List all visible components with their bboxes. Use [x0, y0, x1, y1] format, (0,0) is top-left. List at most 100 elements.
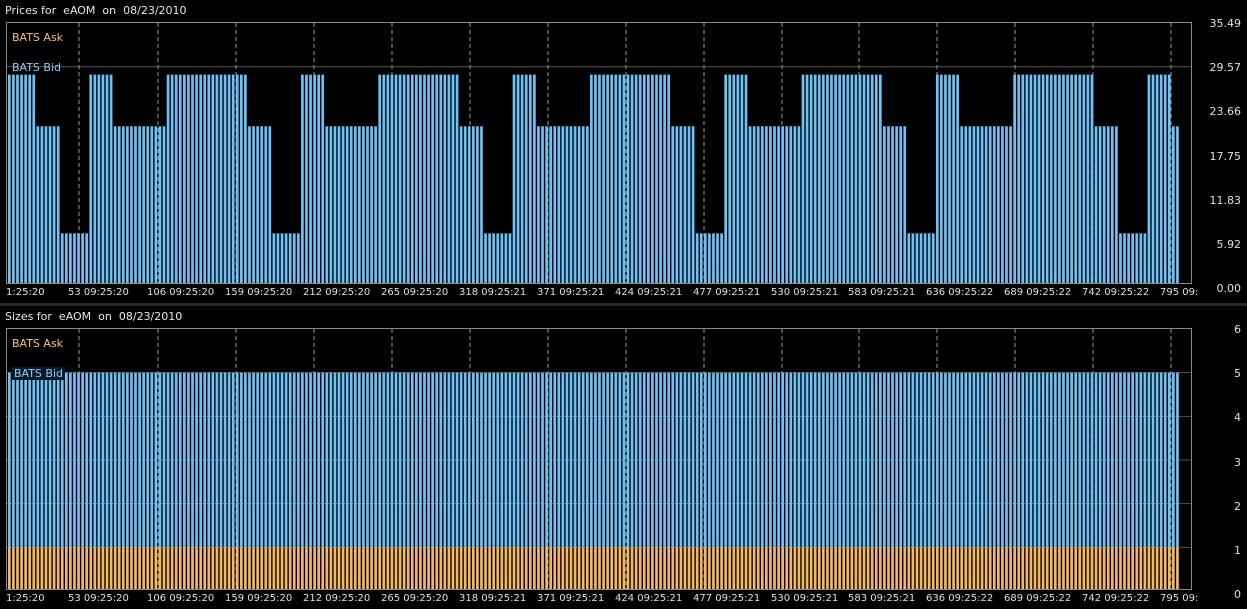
bid-price-bar [760, 126, 764, 283]
bid-price-bar [817, 74, 821, 283]
ask-size-bar [781, 547, 784, 589]
bid-size-bar [838, 372, 841, 548]
bid-size-bar [56, 372, 60, 548]
bid-size-bar [256, 372, 259, 548]
ask-size-bar [634, 547, 638, 589]
prices-plot-area[interactable] [6, 22, 1192, 284]
bid-size-bar [378, 372, 382, 548]
bid-size-bar [675, 372, 679, 548]
bid-size-bar [960, 372, 964, 548]
ask-size-bar [174, 547, 178, 589]
bid-price-bar [60, 233, 64, 283]
ask-size-bar [166, 547, 170, 589]
ask-size-bar [20, 547, 23, 589]
prices-x-tick: 265 09:25:20 [381, 287, 449, 298]
ask-size-bar [109, 547, 113, 589]
bid-price-bar [109, 74, 113, 283]
bid-price-bar [386, 74, 390, 283]
ask-size-bar [878, 547, 882, 589]
ask-size-bar [1119, 547, 1122, 589]
bid-price-bar [284, 233, 288, 283]
bid-price-bar [317, 74, 321, 283]
bid-price-bar [895, 126, 898, 283]
ask-size-bar [1049, 547, 1053, 589]
bid-price-bar [1155, 74, 1159, 283]
sizes-plot-area[interactable] [6, 328, 1192, 590]
bid-size-bar [264, 372, 268, 548]
ask-size-bar [1021, 547, 1025, 589]
bid-price-bar [931, 233, 935, 283]
bid-price-bar [789, 126, 793, 283]
bid-size-bar [585, 372, 589, 548]
ask-size-bar [268, 547, 272, 589]
ask-size-bar [77, 547, 80, 589]
bid-price-bar [610, 74, 614, 283]
ask-size-bar [402, 547, 406, 589]
ask-size-bar [549, 547, 553, 589]
ask-size-bar [817, 547, 821, 589]
ask-size-bar [1098, 547, 1102, 589]
bid-size-bar [69, 372, 72, 548]
bid-price-bar [476, 126, 479, 283]
bid-size-bar [402, 372, 406, 548]
ask-size-bar [309, 547, 312, 589]
bid-size-bar [252, 372, 255, 548]
bid-size-bar [1172, 372, 1175, 548]
bid-price-bar [708, 233, 711, 283]
bid-size-bar [455, 372, 459, 548]
bid-size-bar [1127, 372, 1130, 548]
bid-price-bar [626, 74, 630, 283]
bid-price-bar [305, 74, 308, 283]
bid-size-bar [1062, 372, 1065, 548]
bid-price-bar [634, 74, 638, 283]
bid-size-bar [60, 372, 64, 548]
ask-size-bar [1001, 547, 1004, 589]
bid-size-bar [170, 372, 174, 548]
bid-price-bar [97, 74, 101, 283]
ask-size-bar [614, 547, 618, 589]
bid-size-bar [748, 372, 752, 548]
bid-price-bar [565, 126, 569, 283]
ask-size-bar [927, 547, 931, 589]
bid-price-bar [805, 74, 809, 283]
bid-size-bar [248, 372, 251, 548]
bid-size-bar [935, 372, 939, 548]
bid-size-bar [687, 372, 691, 548]
ask-size-bar [85, 547, 89, 589]
bid-price-bar [1078, 74, 1082, 283]
ask-size-bar [850, 547, 854, 589]
bid-price-bar [883, 126, 886, 283]
bid-price-bar [492, 233, 496, 283]
bid-size-bar [28, 372, 32, 548]
bid-price-bar [927, 233, 931, 283]
bid-size-bar [353, 372, 357, 548]
bid-size-bar [142, 372, 146, 548]
ask-size-bar [1029, 547, 1033, 589]
bid-size-bar [162, 372, 166, 548]
bid-price-bar [244, 74, 247, 283]
ask-size-bar [565, 547, 569, 589]
ask-size-bar [887, 547, 890, 589]
bid-price-bar [960, 126, 964, 283]
bid-size-bar [671, 372, 675, 548]
bid-price-bar [842, 74, 846, 283]
bid-size-bar [374, 372, 377, 548]
sizes-y-tick: 3 [1234, 455, 1241, 469]
ask-size-bar [16, 547, 19, 589]
ask-size-bar [720, 547, 723, 589]
bid-size-bar [577, 372, 581, 548]
bid-size-bar [976, 372, 980, 548]
ask-size-bar [101, 547, 105, 589]
bid-price-bar [956, 74, 960, 283]
bid-size-bar [883, 372, 886, 548]
bid-size-bar [520, 372, 524, 548]
bid-price-bar [260, 126, 264, 283]
ask-size-bar [537, 547, 540, 589]
bid-size-bar [854, 372, 858, 548]
bid-size-bar [1147, 372, 1151, 548]
ask-size-bar [1017, 547, 1021, 589]
bid-price-bar [296, 233, 300, 283]
panel-separator[interactable] [0, 303, 1247, 306]
bid-price-bar [903, 126, 907, 283]
ask-size-bar [406, 547, 410, 589]
